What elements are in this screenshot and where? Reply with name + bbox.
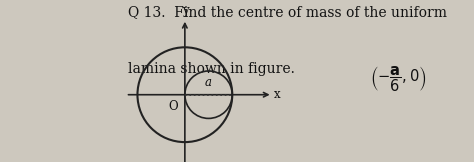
- Text: x: x: [274, 88, 281, 101]
- Text: a: a: [205, 75, 212, 89]
- Text: $\left(-\dfrac{\mathbf{a}}{6},0\right)$: $\left(-\dfrac{\mathbf{a}}{6},0\right)$: [370, 65, 427, 94]
- Text: y: y: [182, 4, 188, 17]
- Text: lamina shown in figure.: lamina shown in figure.: [128, 62, 295, 75]
- Text: O: O: [168, 100, 178, 113]
- Text: Q 13.  Find the centre of mass of the uniform: Q 13. Find the centre of mass of the uni…: [128, 5, 447, 19]
